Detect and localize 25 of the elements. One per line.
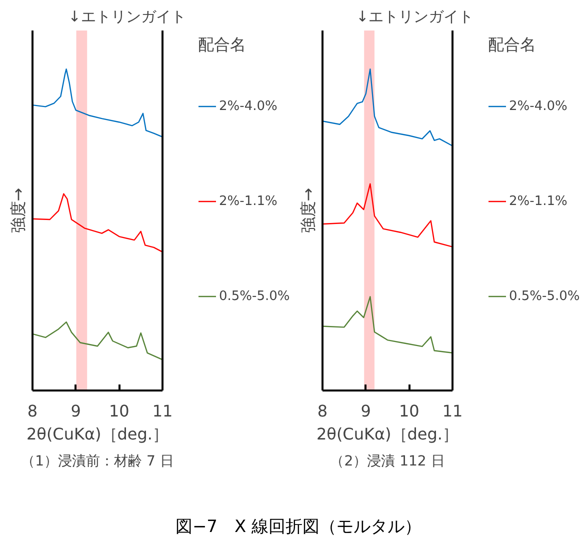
legend-label: 0.5%-5.0% xyxy=(219,288,290,306)
legend-label: 2%-1.1% xyxy=(219,192,278,210)
x-tick-label: 10 xyxy=(108,402,130,420)
legend-title: 配合名 xyxy=(488,35,537,56)
legend-label: 2%-1.1% xyxy=(509,192,568,210)
y-axis-title: 強度→ xyxy=(298,188,318,234)
legend-label: 0.5%-5.0% xyxy=(509,288,580,306)
x-tick-label: 8 xyxy=(317,402,328,420)
legend-label: 2%-4.0% xyxy=(219,98,278,116)
y-axis-title: 強度→ xyxy=(8,188,28,234)
legend-label: 2%-4.0% xyxy=(509,98,568,116)
x-axis-title: 2θ(CuKα)［deg.］ xyxy=(316,424,459,444)
legend-title: 配合名 xyxy=(198,35,247,56)
text: 図−7 X 線回折図（モルタル） xyxy=(175,516,422,539)
x-tick-label: 9 xyxy=(70,402,81,420)
x-tick-label: 10 xyxy=(398,402,420,420)
text: （2）浸漬 112 日 xyxy=(330,454,445,470)
text: （1）浸漬前：材齢 7 日 xyxy=(21,454,174,470)
x-tick-label: 9 xyxy=(360,402,371,420)
x-tick-label: 11 xyxy=(152,402,173,420)
band-label: ↓エトリンガイト xyxy=(356,8,474,26)
band-label: ↓エトリンガイト xyxy=(68,8,186,26)
x-tick-label: 8 xyxy=(27,402,38,420)
x-tick-label: 11 xyxy=(442,402,463,420)
x-axis-title: 2θ(CuKα)［deg.］ xyxy=(26,424,169,444)
